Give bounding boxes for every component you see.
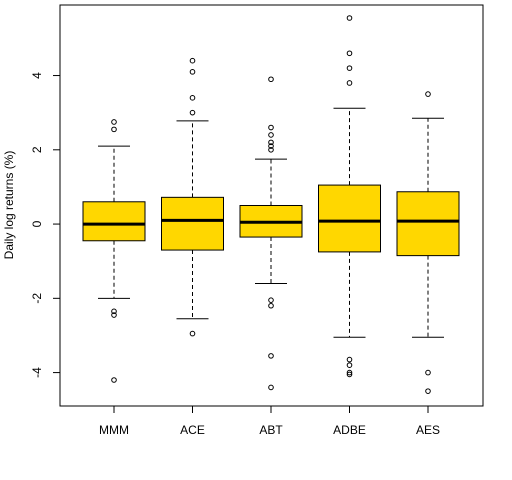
y-tick-label: -4 xyxy=(30,367,44,378)
outlier-point xyxy=(346,15,353,21)
outlier-point xyxy=(189,69,196,75)
outlier-point xyxy=(111,377,117,383)
outlier-point xyxy=(189,109,196,116)
iqr-box xyxy=(82,201,146,242)
outlier-point xyxy=(346,80,353,86)
outlier-point xyxy=(189,330,196,337)
y-tick-label: 0 xyxy=(30,220,44,227)
y-axis-title: Daily log returns (%) xyxy=(2,151,16,260)
outlier-point xyxy=(425,388,431,394)
outlier-point xyxy=(346,65,353,71)
y-tick-label: 4 xyxy=(30,72,44,79)
y-axis: -4 -2 0 2 4 xyxy=(30,72,60,378)
outlier-point xyxy=(346,371,353,378)
x-tick-label: AES xyxy=(416,423,440,437)
x-tick-label: ABT xyxy=(259,423,283,437)
outlier-point xyxy=(268,143,274,149)
outlier-point xyxy=(268,139,274,146)
outlier-point xyxy=(346,369,353,376)
x-tick-label: MMM xyxy=(99,423,129,437)
outlier-point xyxy=(346,362,353,368)
iqr-box xyxy=(396,191,460,257)
outlier-point xyxy=(111,308,117,315)
y-tick-label: 2 xyxy=(30,146,44,153)
outlier-point xyxy=(268,124,274,131)
outlier-point xyxy=(111,312,117,318)
outlier-point xyxy=(189,95,196,101)
outlier-point xyxy=(425,369,431,376)
outlier-point xyxy=(268,76,274,83)
outlier-point xyxy=(346,356,353,363)
box-abt xyxy=(239,76,303,391)
outlier-point xyxy=(268,353,274,359)
iqr-box xyxy=(161,196,224,251)
outlier-point xyxy=(189,57,196,64)
box-ace xyxy=(161,57,224,337)
outlier-point xyxy=(268,297,274,303)
x-tick-label: ADBE xyxy=(333,423,366,437)
outlier-point xyxy=(268,302,274,309)
box-aes xyxy=(396,91,460,394)
y-tick-label: -2 xyxy=(30,293,44,304)
x-axis: MMM ACE ABT ADBE AES xyxy=(99,406,440,437)
outlier-point xyxy=(346,50,353,57)
x-tick-label: ACE xyxy=(180,423,205,437)
box-mmm xyxy=(82,119,146,383)
outlier-point xyxy=(111,126,117,133)
outlier-point xyxy=(111,119,117,125)
outlier-point xyxy=(268,147,274,153)
outlier-point xyxy=(268,384,274,391)
iqr-box xyxy=(318,184,381,253)
outlier-point xyxy=(425,91,431,97)
box-adbe xyxy=(318,15,381,378)
box-series xyxy=(82,15,460,394)
outlier-point xyxy=(268,132,274,138)
